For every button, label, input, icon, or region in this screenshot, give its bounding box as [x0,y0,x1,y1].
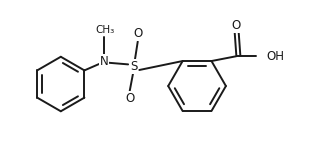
Text: S: S [130,60,137,73]
Text: O: O [125,92,134,105]
Text: OH: OH [266,50,284,63]
Text: O: O [133,27,142,40]
Text: O: O [231,19,240,32]
Text: N: N [100,55,109,68]
Text: CH₃: CH₃ [95,25,115,35]
